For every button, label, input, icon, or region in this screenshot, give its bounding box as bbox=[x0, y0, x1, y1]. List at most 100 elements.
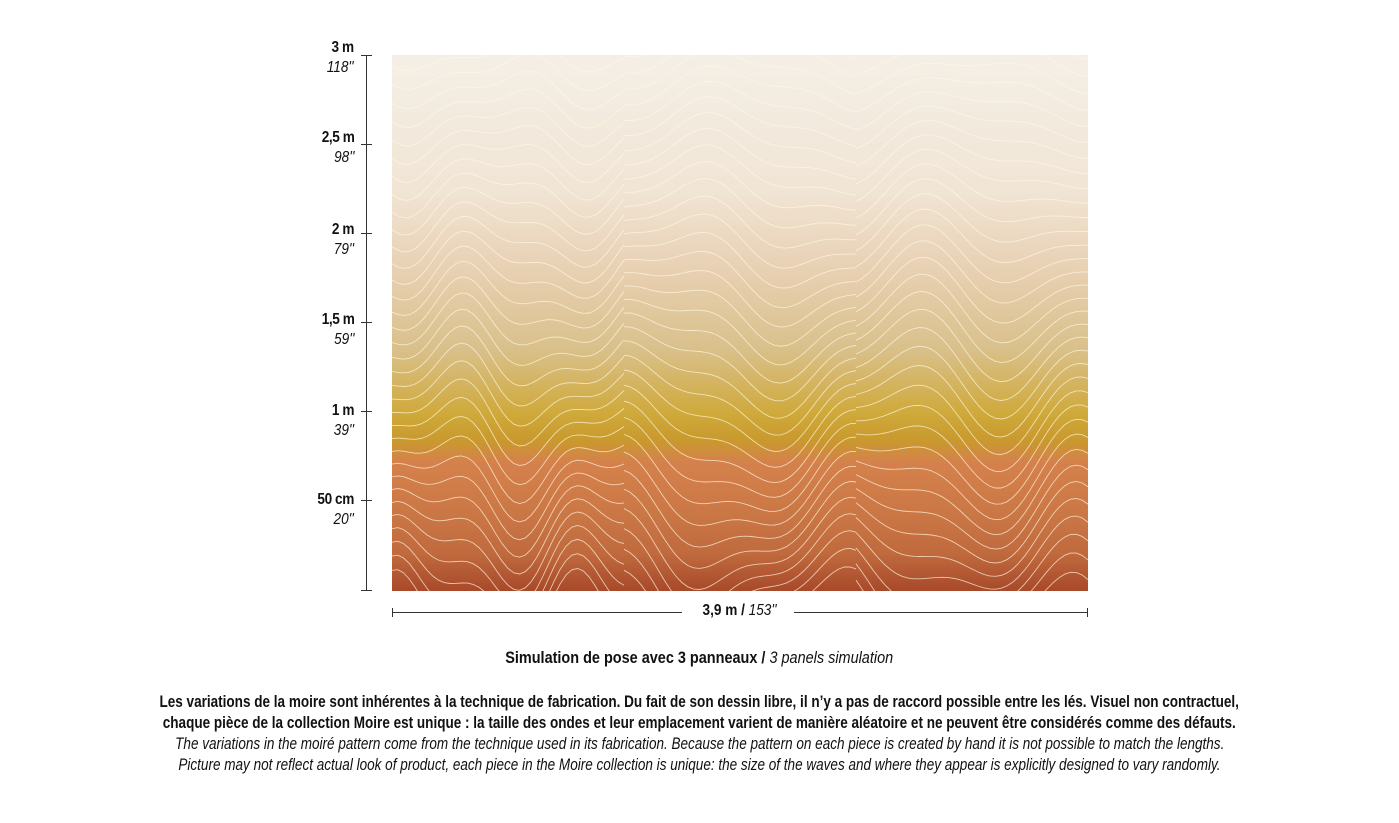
moire-wave-line bbox=[855, 464, 1088, 550]
ruler-line bbox=[794, 612, 1088, 613]
moire-wave-line bbox=[392, 55, 625, 92]
moire-wave-line bbox=[855, 77, 1088, 113]
moire-wave-lines bbox=[392, 55, 1088, 591]
moire-wave-line bbox=[855, 119, 1088, 167]
ruler-tick bbox=[361, 144, 372, 145]
moire-wave-line bbox=[623, 80, 857, 130]
moire-wave-line bbox=[855, 178, 1088, 235]
moire-wave-line bbox=[855, 273, 1088, 344]
moire-wave-line bbox=[623, 232, 857, 289]
moire-wave-line bbox=[855, 418, 1088, 505]
moire-wave-line bbox=[855, 498, 1088, 577]
moire-wave-line bbox=[392, 245, 625, 301]
moire-wave-line bbox=[392, 325, 625, 387]
moire-wave-line bbox=[623, 270, 857, 328]
moire-wave-line bbox=[623, 161, 857, 211]
moire-wave-line bbox=[624, 96, 857, 147]
moire-wave-line bbox=[392, 292, 625, 346]
moire-wave-line bbox=[623, 496, 857, 590]
moire-wave-line bbox=[855, 105, 1088, 149]
moire-wave-line bbox=[623, 481, 857, 569]
width-imperial: 153'' bbox=[749, 602, 778, 619]
moire-wave-line bbox=[392, 144, 625, 183]
moire-wave-line bbox=[623, 128, 857, 180]
note-en-line-1: The variations in the moiré pattern come… bbox=[174, 735, 1225, 753]
moire-wave-line bbox=[623, 195, 857, 249]
height-label-2m: 2 m 79'' bbox=[328, 221, 355, 258]
disclaimer-notes: Les variations de la moire sont inhérent… bbox=[0, 692, 1399, 776]
moire-wave-line bbox=[623, 451, 856, 526]
moire-wave-line bbox=[623, 400, 857, 484]
ruler-tick bbox=[361, 411, 372, 412]
moire-wave-line bbox=[623, 144, 857, 196]
height-metric: 2 m bbox=[331, 221, 355, 238]
height-label-1-5m: 1,5 m 59'' bbox=[316, 312, 354, 348]
moire-wave-line bbox=[392, 308, 625, 366]
moire-wave-line bbox=[855, 62, 1088, 95]
moire-wave-line bbox=[855, 571, 1088, 591]
moire-wave-line bbox=[623, 250, 857, 309]
moire-wave-line bbox=[623, 213, 857, 269]
height-ruler bbox=[366, 55, 367, 591]
moire-wave-line bbox=[392, 230, 625, 285]
height-metric: 3 m bbox=[331, 39, 355, 56]
moire-wave-line bbox=[392, 416, 625, 486]
simulation-caption: Simulation de pose avec 3 panneaux / 3 p… bbox=[0, 648, 1399, 668]
moire-wave-line bbox=[855, 481, 1088, 564]
moire-wave-line bbox=[855, 91, 1088, 131]
height-metric: 50 cm bbox=[317, 491, 355, 508]
caption-fr: Simulation de pose avec 3 panneaux / bbox=[505, 648, 766, 667]
moire-wave-line bbox=[392, 538, 625, 591]
moire-wave-line bbox=[855, 376, 1088, 455]
moire-wave-line bbox=[855, 404, 1088, 489]
height-imperial: 59'' bbox=[333, 331, 354, 348]
note-fr-line-2: chaque pièce de la collection Moire est … bbox=[163, 714, 1236, 732]
moire-wave-line bbox=[392, 485, 625, 558]
moire-wave-line bbox=[623, 298, 857, 366]
moire-wave-line bbox=[392, 525, 625, 591]
moire-wave-line bbox=[623, 340, 857, 419]
moire-wave-line bbox=[623, 354, 857, 436]
moire-wave-line bbox=[855, 148, 1088, 202]
moire-wave-line bbox=[392, 511, 625, 591]
ruler-cap bbox=[1087, 608, 1088, 617]
ruler-tick bbox=[361, 590, 372, 591]
moire-wave-line bbox=[855, 433, 1088, 521]
moire-wave-line bbox=[623, 513, 857, 591]
height-metric: 1,5 m bbox=[321, 311, 354, 328]
moire-wave-line bbox=[392, 435, 625, 504]
moire-wave-line bbox=[623, 55, 857, 78]
moire-wave-line bbox=[855, 163, 1088, 219]
moire-wave-line bbox=[623, 369, 857, 452]
moire-wave-line bbox=[855, 208, 1088, 267]
height-imperial: 98'' bbox=[333, 149, 354, 166]
moire-wave-line bbox=[392, 172, 625, 219]
moire-wave-line bbox=[855, 533, 1088, 591]
moire-wave-line bbox=[624, 312, 857, 384]
moire-wave-line bbox=[855, 291, 1088, 363]
height-metric: 1 m bbox=[331, 402, 355, 419]
height-imperial: 20'' bbox=[333, 511, 354, 528]
moire-wave-line bbox=[855, 345, 1088, 420]
ruler-tick bbox=[361, 233, 372, 234]
moire-wave-line bbox=[855, 363, 1088, 438]
height-metric: 2,5 m bbox=[321, 129, 354, 146]
moire-wave-line bbox=[623, 112, 857, 164]
moire-wave-line bbox=[623, 417, 857, 498]
moire-wave-line bbox=[392, 186, 625, 236]
wallpaper-simulation bbox=[392, 55, 1088, 591]
height-imperial: 79'' bbox=[333, 241, 354, 258]
moire-wave-line bbox=[623, 434, 857, 512]
moire-wave-line bbox=[623, 547, 857, 591]
moire-wave-line bbox=[855, 390, 1088, 473]
moire-wave-line bbox=[392, 568, 599, 591]
moire-wave-line bbox=[855, 308, 1088, 383]
moire-wave-line bbox=[623, 530, 857, 591]
moire-wave-line bbox=[623, 326, 857, 402]
moire-wave-line bbox=[392, 70, 625, 110]
height-label-1m: 1 m 39'' bbox=[328, 402, 355, 439]
moire-wave-line bbox=[855, 224, 1088, 284]
moire-wave-line bbox=[392, 472, 625, 541]
moire-wave-line bbox=[855, 55, 1088, 78]
ruler-tick bbox=[361, 500, 372, 501]
